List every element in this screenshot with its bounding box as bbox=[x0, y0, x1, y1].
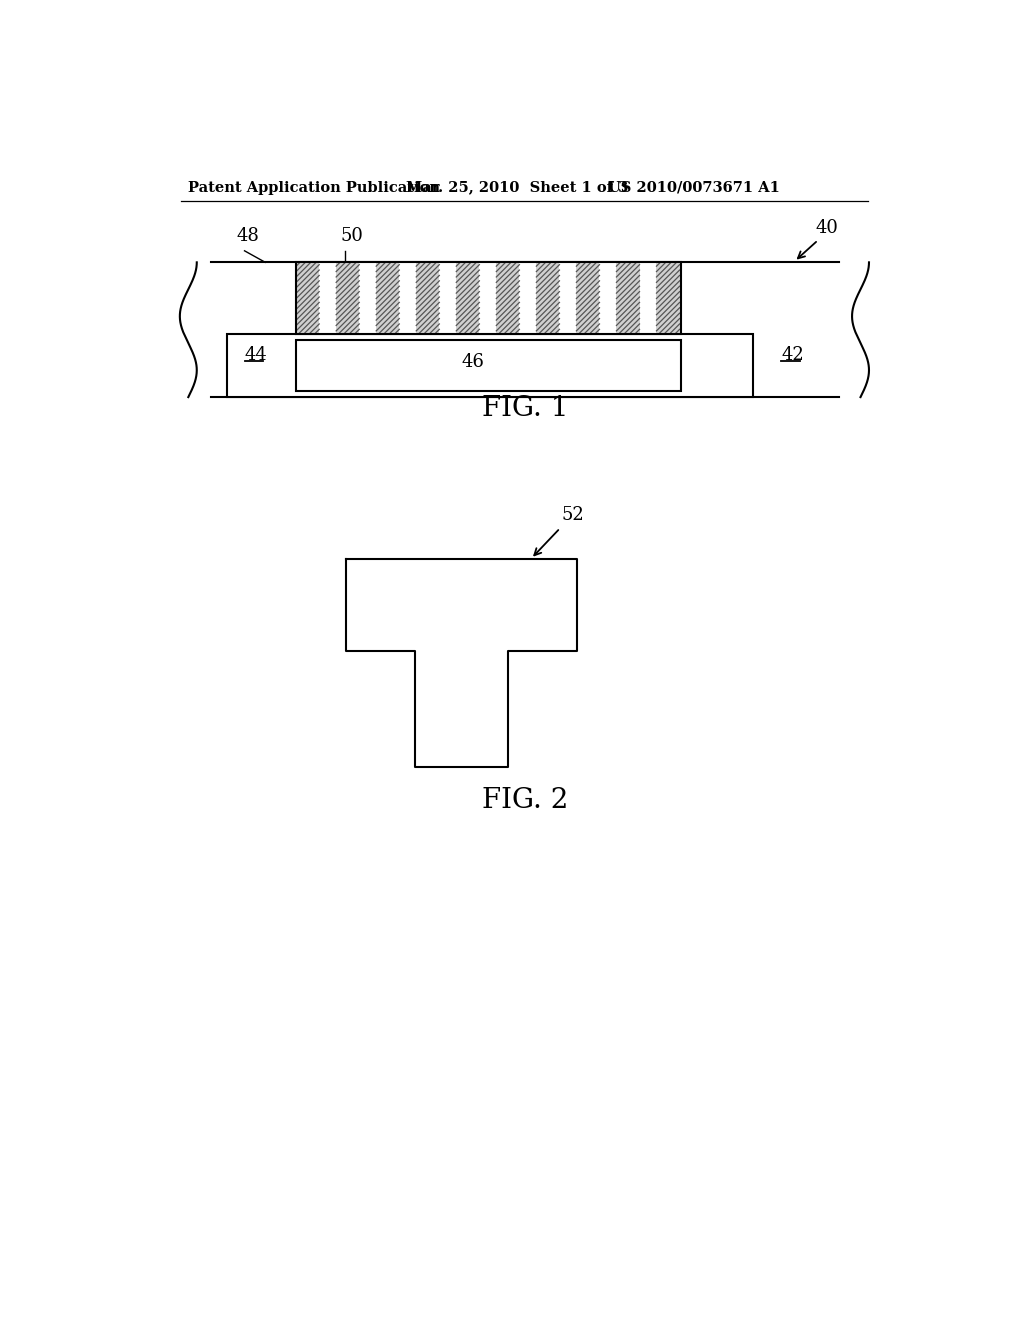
Bar bbox=[296, 341, 681, 391]
Text: US 2010/0073671 A1: US 2010/0073671 A1 bbox=[608, 181, 780, 194]
Text: Mar. 25, 2010  Sheet 1 of 3: Mar. 25, 2010 Sheet 1 of 3 bbox=[407, 181, 629, 194]
Bar bbox=[336, 263, 359, 334]
Bar bbox=[376, 263, 399, 334]
Text: 44: 44 bbox=[245, 346, 267, 364]
Bar bbox=[497, 263, 519, 334]
Bar bbox=[616, 263, 640, 334]
Bar bbox=[296, 263, 681, 334]
Text: Patent Application Publication: Patent Application Publication bbox=[188, 181, 440, 194]
Bar bbox=[296, 263, 319, 334]
Text: FIG. 2: FIG. 2 bbox=[481, 788, 568, 814]
Bar bbox=[656, 263, 680, 334]
Text: 52: 52 bbox=[562, 506, 585, 524]
Bar bbox=[226, 334, 753, 397]
Text: 42: 42 bbox=[781, 346, 804, 364]
Bar bbox=[296, 263, 681, 334]
Text: 48: 48 bbox=[237, 227, 260, 244]
Bar bbox=[577, 263, 599, 334]
Text: 50: 50 bbox=[341, 227, 364, 244]
Bar bbox=[537, 263, 559, 334]
Text: 46: 46 bbox=[462, 354, 484, 371]
Bar bbox=[457, 263, 479, 334]
Text: 40: 40 bbox=[816, 219, 839, 238]
Bar bbox=[416, 263, 439, 334]
Text: FIG. 1: FIG. 1 bbox=[481, 395, 568, 422]
